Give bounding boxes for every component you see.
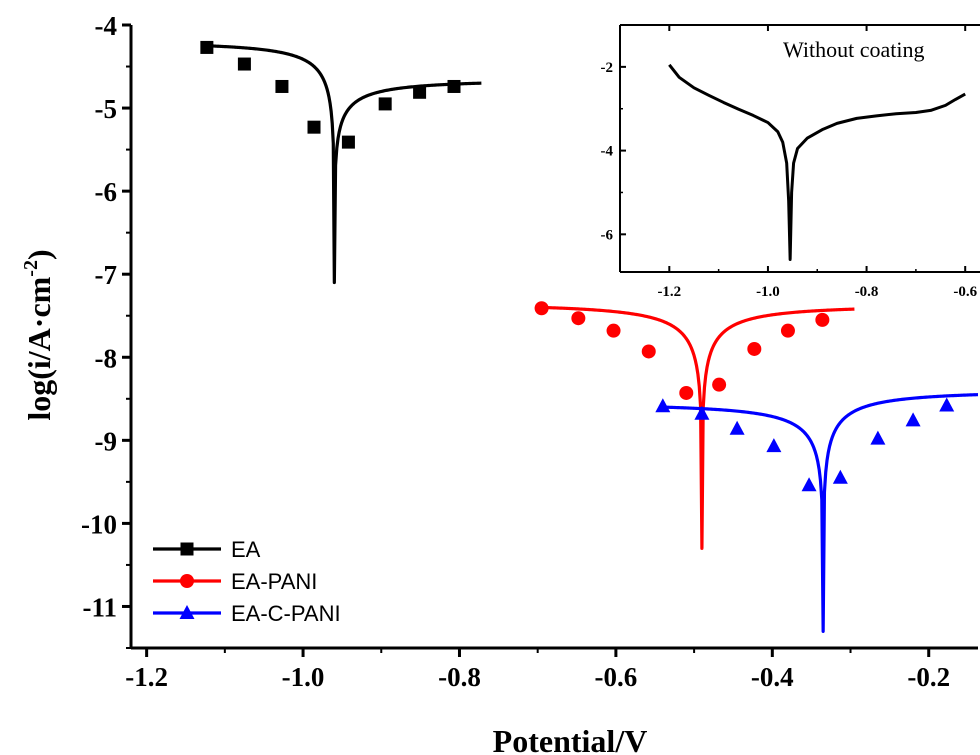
inset-y-tick-label: -2	[601, 60, 614, 76]
main-axes: -1.2 -1.0 -0.8 -0.6 -0.4 -0.2 -4 -5 -6 -7 -8 -9 -10 -…	[81, 11, 978, 692]
inset-series-line	[668, 63, 966, 261]
marker-ea-pani-5	[712, 377, 727, 392]
marker-ea-2	[275, 79, 289, 93]
inset-y-tick-label: -6	[601, 227, 614, 243]
series-line-ea-c-pani	[662, 393, 979, 633]
marker-ea-pani-8	[815, 312, 830, 327]
marker-ea-pani-2	[606, 323, 621, 338]
legend-label-ea: EA	[231, 537, 261, 562]
legend-marker	[180, 574, 194, 588]
legend: EA EA-PANI EA-C-PANI	[153, 537, 341, 626]
marker-ea-pani-0	[534, 301, 549, 316]
marker-ea-c-pani-8	[939, 397, 955, 412]
x-tick-label: -0.2	[907, 662, 950, 692]
y-tick-label: -5	[95, 94, 118, 124]
axis-titles: Potential/V log(i/A·cm-2)	[20, 249, 647, 755]
inset-x-tick-label: -0.6	[953, 284, 977, 300]
marker-ea-pani-1	[571, 311, 586, 326]
marker-ea-4	[341, 135, 355, 149]
x-tick-label: -0.6	[595, 662, 638, 692]
marker-ea-c-pani-1	[694, 405, 710, 420]
inset-x-tick-label: -1.0	[756, 284, 780, 300]
marker-ea-c-pani-0	[655, 398, 671, 413]
series-line-ea	[206, 44, 482, 285]
inset-x-tick-label: -0.8	[855, 284, 879, 300]
marker-ea-0	[200, 40, 214, 54]
inset-background	[620, 25, 980, 272]
inset-panel: -1.2 -1.0 -0.8 -0.6 -2 -4 -6 Without coating	[601, 24, 980, 300]
marker-ea-6	[413, 85, 427, 99]
y-tick-label: -6	[95, 177, 118, 207]
inset-y-tick-label: -4	[601, 144, 614, 160]
x-axis-title: Potential/V	[493, 723, 648, 755]
marker-ea-c-pani-5	[832, 469, 848, 484]
y-axis-title: log(i/A·cm-2)	[20, 249, 57, 420]
y-tick-label: -4	[95, 11, 118, 41]
y-tick-label: -9	[95, 426, 118, 456]
y-tick-label: -7	[95, 260, 118, 290]
marker-ea-5	[378, 97, 392, 111]
legend-label-ea-c-pani: EA-C-PANI	[231, 601, 341, 626]
marker-ea-c-pani-6	[870, 430, 886, 445]
marker-ea-7	[447, 79, 461, 93]
marker-ea-c-pani-3	[766, 438, 782, 453]
x-tick-label: -1.2	[125, 662, 168, 692]
y-tick-label: -8	[95, 343, 118, 373]
y-tick-label: -11	[82, 592, 117, 622]
inset-x-tick-label: -1.2	[657, 284, 681, 300]
legend-marker	[180, 542, 194, 556]
marker-ea-1	[237, 57, 251, 71]
marker-ea-pani-6	[747, 341, 762, 356]
marker-ea-pani-7	[780, 323, 795, 338]
marker-ea-c-pani-4	[801, 477, 817, 492]
marker-ea-pani-4	[679, 385, 694, 400]
main-curves	[206, 44, 979, 633]
marker-ea-c-pani-7	[905, 412, 921, 427]
x-tick-label: -1.0	[282, 662, 325, 692]
series-line-ea-pani	[541, 305, 855, 550]
marker-ea-pani-3	[641, 344, 656, 359]
x-tick-label: -0.4	[751, 662, 794, 692]
y-tick-label: -10	[81, 509, 117, 539]
legend-marker	[179, 605, 195, 619]
marker-ea-c-pani-2	[729, 420, 745, 435]
legend-label-ea-pani: EA-PANI	[231, 569, 317, 594]
x-tick-label: -0.8	[438, 662, 481, 692]
marker-ea-3	[307, 120, 321, 134]
inset-title: Without coating	[783, 37, 924, 62]
main-markers	[200, 40, 955, 492]
